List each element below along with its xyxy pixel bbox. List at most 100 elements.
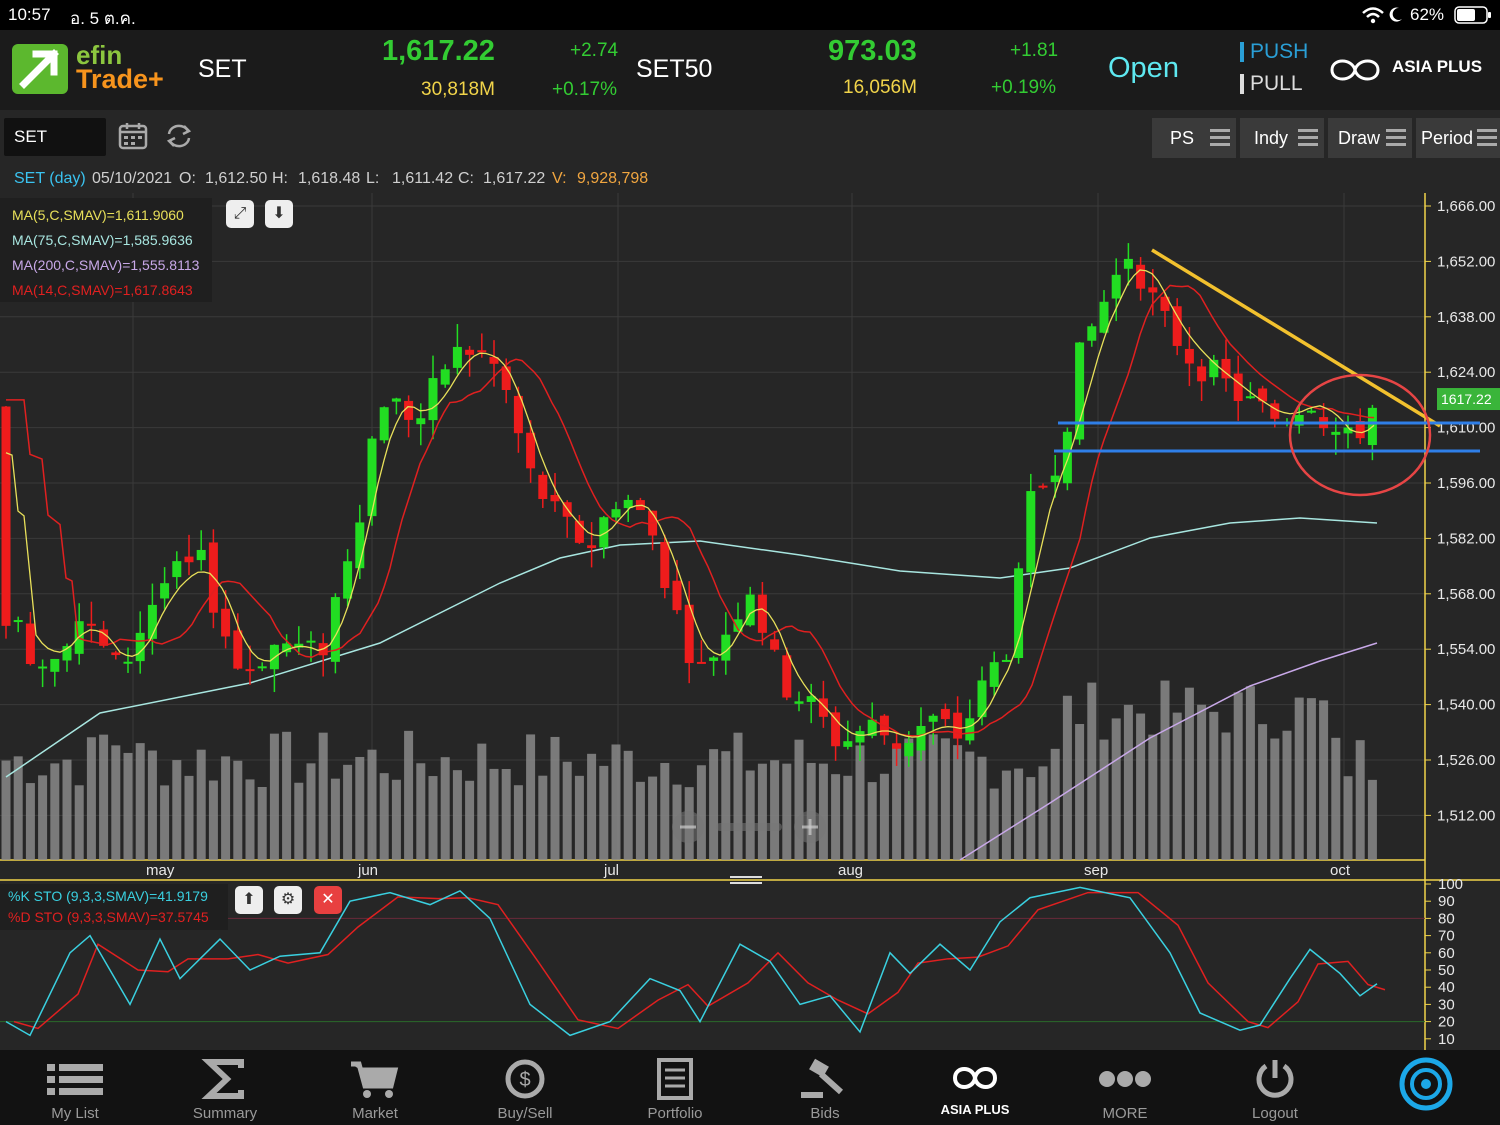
candle-body xyxy=(1038,485,1048,488)
info-low: 1,611.42 xyxy=(392,170,454,187)
volume-bar xyxy=(696,765,706,860)
volume-bar xyxy=(306,763,316,860)
price-chart[interactable]: 1,666.001,652.001,638.001,624.001,610.00… xyxy=(0,193,1500,1050)
close-icon[interactable]: ✕ xyxy=(314,886,342,914)
candle-body xyxy=(745,594,755,626)
volume-bar xyxy=(1184,687,1194,860)
chart-panel[interactable]: 1,666.00 1,652.00 1,638.00 1,624.00 1,610.00… xyxy=(0,193,1500,1050)
volume-bar xyxy=(1,760,11,860)
candle-body xyxy=(611,509,621,518)
price-tick-label: 1,512.00 xyxy=(1437,807,1495,824)
nav-asia-plus[interactable]: ASIA PLUS xyxy=(900,1050,1050,1125)
nav-buy-sell[interactable]: $ Buy/Sell xyxy=(450,1050,600,1125)
portfolio-icon xyxy=(657,1058,693,1100)
asiaplus-logo-icon xyxy=(952,1067,998,1089)
pull-toggle[interactable]: PULL xyxy=(1250,72,1303,95)
volume-bar xyxy=(526,734,536,860)
volume-bar xyxy=(1148,734,1158,860)
refresh-icon[interactable] xyxy=(164,122,194,150)
nav-market[interactable]: Market xyxy=(300,1050,450,1125)
candle-body xyxy=(721,634,731,661)
volume-bar xyxy=(1001,770,1011,860)
info-volume-label: V: xyxy=(552,170,567,187)
candle-body xyxy=(660,542,670,589)
index2-volume: 16,056M xyxy=(843,77,917,98)
index2-value: 973.03 xyxy=(828,35,917,67)
stoch-tick-label: 100 xyxy=(1438,876,1463,893)
volume-bar xyxy=(1123,704,1133,860)
gear-icon[interactable]: ⚙ xyxy=(274,886,302,914)
candle-body xyxy=(428,378,438,421)
ma14-line xyxy=(6,284,1375,737)
stoch-tick-label: 90 xyxy=(1438,893,1455,910)
candle-body xyxy=(1087,326,1097,341)
ps-button[interactable]: PS xyxy=(1152,118,1236,158)
stoch-k-line xyxy=(5,886,1378,1037)
candle-body xyxy=(440,369,450,385)
candle-body xyxy=(50,658,60,672)
app-fab-icon[interactable] xyxy=(1398,1056,1454,1112)
candle-body xyxy=(172,561,182,578)
candle-body xyxy=(818,698,828,717)
push-toggle[interactable]: PUSH xyxy=(1250,40,1309,63)
stoch-tick-label: 20 xyxy=(1438,1014,1455,1031)
nav-more[interactable]: MORE xyxy=(1050,1050,1200,1125)
index1-name[interactable]: SET xyxy=(198,55,247,83)
nav-my-list[interactable]: My List xyxy=(0,1050,150,1125)
volume-bar xyxy=(1331,737,1341,860)
arrow-down-icon[interactable]: ⬇ xyxy=(265,200,293,228)
candle-body xyxy=(1075,342,1085,440)
volume-bar xyxy=(135,743,145,860)
ohlc-info-line: SET (day) 05/10/2021 O: 1,612.50 H: 1,61… xyxy=(0,165,1500,193)
index2-name[interactable]: SET50 xyxy=(636,55,713,83)
candle-body xyxy=(770,639,780,650)
nav-bids[interactable]: Bids xyxy=(750,1050,900,1125)
volume-bar xyxy=(867,782,877,860)
nav-portfolio[interactable]: Portfolio xyxy=(600,1050,750,1125)
ma200-line xyxy=(959,642,1378,861)
calendar-icon[interactable] xyxy=(118,121,148,151)
indy-button[interactable]: Indy xyxy=(1240,118,1324,158)
volume-bar xyxy=(477,743,487,860)
nav-summary[interactable]: Summary xyxy=(150,1050,300,1125)
info-low-label: L: xyxy=(366,170,380,187)
status-bar: 10:57 อ. 5 ต.ค. 62% xyxy=(0,0,1500,30)
volume-bar xyxy=(1099,739,1109,860)
sigma-icon xyxy=(201,1059,244,1099)
stoch-tick-label: 80 xyxy=(1438,910,1455,927)
info-high-label: H: xyxy=(272,170,288,187)
svg-text:$: $ xyxy=(519,1069,530,1091)
candle-body xyxy=(513,395,523,434)
draw-button[interactable]: Draw xyxy=(1328,118,1412,158)
chart-toolbar: SET PS Indy Draw Period xyxy=(0,110,1500,165)
candle-body xyxy=(867,719,877,736)
volume-bar xyxy=(294,782,304,860)
expand-icon[interactable]: ⤢ xyxy=(226,200,254,228)
volume-bar xyxy=(513,785,523,860)
volume-bar xyxy=(794,739,804,860)
stoch-tick-label: 40 xyxy=(1438,979,1455,996)
volume-bar xyxy=(550,736,560,860)
candle-body xyxy=(928,715,938,722)
month-label: jul xyxy=(603,862,619,879)
volume-bar xyxy=(428,776,438,860)
volume-bar xyxy=(245,779,255,860)
wifi-icon xyxy=(1362,7,1384,24)
candle-body xyxy=(1355,420,1365,439)
arrow-up-icon[interactable]: ⬆ xyxy=(235,886,263,914)
period-button[interactable]: Period xyxy=(1416,118,1500,158)
candle-body xyxy=(684,604,694,664)
market-header: efin Trade+ SET 1,617.22 30,818M +2.74 +… xyxy=(0,30,1500,110)
volume-bar xyxy=(648,776,658,860)
volume-bar xyxy=(465,780,475,860)
stoch-d-label: %D STO (9,3,3,SMAV)=37.5745 xyxy=(8,909,209,925)
index1-value: 1,617.22 xyxy=(382,35,495,67)
volume-bar xyxy=(928,734,938,860)
symbol-input[interactable]: SET xyxy=(4,118,106,156)
nav-logout[interactable]: Logout xyxy=(1200,1050,1350,1125)
volume-bar xyxy=(501,768,511,860)
volume-bar xyxy=(1319,700,1329,860)
volume-bar xyxy=(1258,724,1268,860)
volume-bar xyxy=(977,756,987,860)
volume-bar xyxy=(123,752,133,860)
